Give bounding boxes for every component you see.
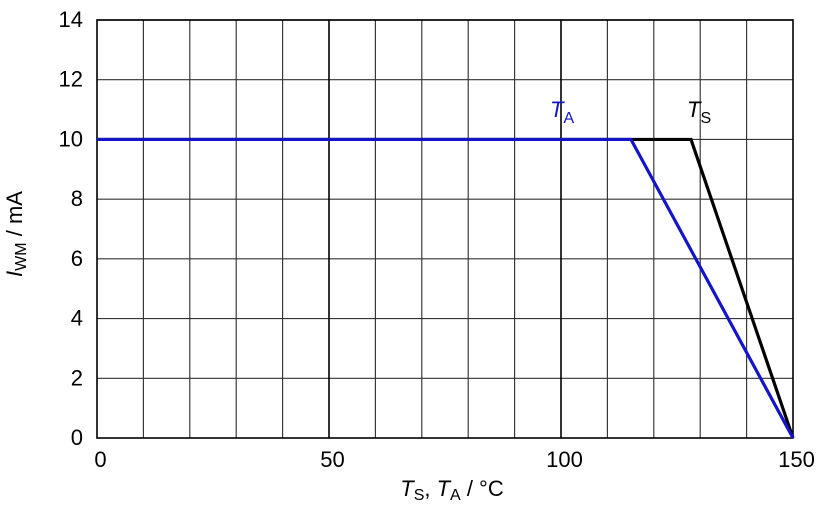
svg-text:100: 100 [546,447,583,472]
svg-text:8: 8 [71,186,83,211]
svg-text:10: 10 [59,126,83,151]
svg-text:0: 0 [94,447,106,472]
svg-text:0: 0 [71,425,83,450]
svg-text:14: 14 [59,7,83,32]
svg-text:TS: TS [687,97,711,127]
svg-text:150: 150 [778,447,815,472]
svg-text:6: 6 [71,246,83,271]
svg-text:12: 12 [59,67,83,92]
svg-text:50: 50 [320,447,344,472]
svg-text:IWM / mA: IWM / mA [2,191,30,277]
svg-text:2: 2 [71,365,83,390]
svg-text:4: 4 [71,306,83,331]
svg-text:TA: TA [550,97,574,127]
svg-text:TS, TA / °C: TS, TA / °C [400,476,504,504]
